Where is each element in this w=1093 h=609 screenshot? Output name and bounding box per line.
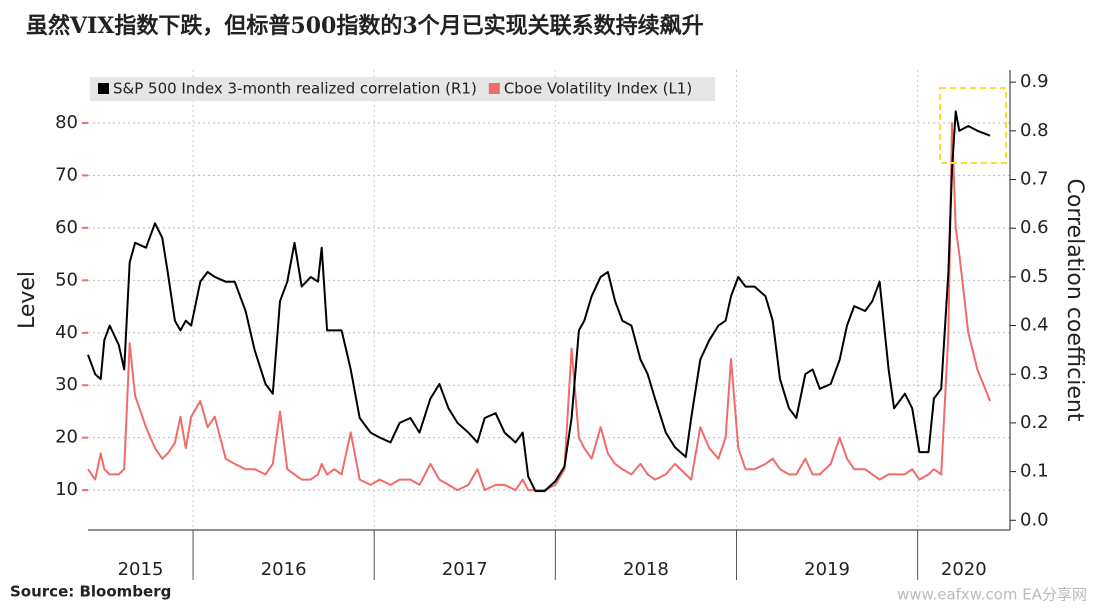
legend-label: Cboe Volatility Index (L1) [504, 80, 692, 98]
y2-tick-label: 0.2 [1020, 412, 1049, 433]
series-line [87, 110, 991, 493]
y2-tick-label: 0.6 [1020, 217, 1049, 238]
legend-label: S&P 500 Index 3-month realized correlati… [113, 80, 477, 98]
y-tick-label: 80 [55, 112, 78, 133]
y-tick-label: 70 [55, 164, 78, 185]
y-tick-label: 60 [55, 217, 78, 238]
y-tick-label: 50 [55, 269, 78, 290]
x-tick-label: 2018 [623, 559, 669, 580]
y2-tick-label: 0.7 [1020, 169, 1049, 190]
y2-tick-label: 0.1 [1020, 461, 1049, 482]
legend-swatch [488, 83, 500, 94]
y-tick-label: 10 [55, 479, 78, 500]
y-tick-label: 30 [55, 374, 78, 395]
x-tick-label: 2019 [804, 559, 850, 580]
y2-tick-label: 0.4 [1020, 315, 1049, 336]
y2-tick-label: 0.8 [1020, 120, 1049, 141]
legend-swatch [98, 83, 109, 94]
x-tick-label: 2017 [442, 559, 488, 580]
source: Source: Bloomberg [10, 583, 171, 601]
watermark: www.eafxw.com EA分享网 [897, 586, 1087, 604]
y-axis-title: Level [15, 271, 40, 329]
x-tick-label: 2015 [118, 559, 164, 580]
legend-box [90, 77, 715, 101]
x-tick-label: 2016 [261, 559, 307, 580]
highlight-box [939, 87, 1007, 164]
y2-tick-label: 0.0 [1020, 509, 1049, 530]
y-tick-label: 40 [55, 322, 78, 343]
y2-tick-label: 0.5 [1020, 266, 1049, 287]
y2-tick-label: 0.9 [1020, 71, 1049, 92]
y2-axis-title: Correlation coefficient [1062, 179, 1087, 422]
y2-tick-label: 0.3 [1020, 363, 1049, 384]
x-tick-label: 2020 [941, 559, 987, 580]
y-tick-label: 20 [55, 427, 78, 448]
chart-title: 虽然VIX指数下跌，但标普500指数的3个月已实现关联系数持续飙升 [26, 13, 704, 39]
